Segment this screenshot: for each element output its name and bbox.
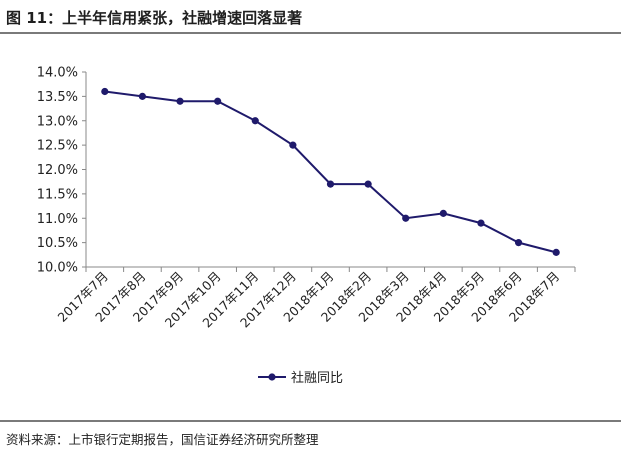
legend-label: 社融同比	[291, 370, 343, 386]
legend-marker	[268, 373, 276, 381]
y-tick-label: 12.5%	[37, 139, 78, 154]
y-tick-label: 14.0%	[37, 66, 78, 81]
source-bar: 资料来源：上市银行定期报告，国信证券经济研究所整理	[0, 420, 621, 452]
data-point	[364, 180, 372, 188]
y-tick-label: 11.0%	[37, 212, 78, 227]
data-point	[326, 180, 335, 188]
y-tick-label: 12.0%	[37, 163, 78, 178]
y-tick-label: 10.5%	[37, 236, 78, 251]
line-chart: 10.0% 10.5% 11.0% 11.5% 12.0% 12.5% 13.0% 13.5%…	[37, 66, 576, 386]
data-point	[138, 92, 147, 100]
data-point	[552, 248, 560, 256]
data-point	[214, 97, 222, 105]
data-point	[289, 141, 297, 149]
chart-title: 图 11：上半年信用紧张，社融增速回落显著	[6, 9, 303, 27]
source-note: 资料来源：上市银行定期报告，国信证券经济研究所整理	[6, 432, 319, 447]
data-point	[477, 219, 485, 227]
data-point	[514, 239, 523, 247]
data-point	[439, 209, 447, 217]
y-tick-label: 11.5%	[37, 187, 78, 202]
series-line	[104, 90, 557, 254]
data-point	[402, 214, 410, 222]
data-point	[176, 97, 184, 105]
data-point	[251, 117, 259, 125]
title-bar: 图 11：上半年信用紧张，社融增速回落显著	[0, 0, 621, 34]
y-tick-label: 10.0%	[37, 261, 78, 276]
y-tick-label: 13.0%	[37, 114, 78, 129]
y-tick-label: 13.5%	[37, 90, 78, 105]
data-point	[101, 87, 109, 96]
